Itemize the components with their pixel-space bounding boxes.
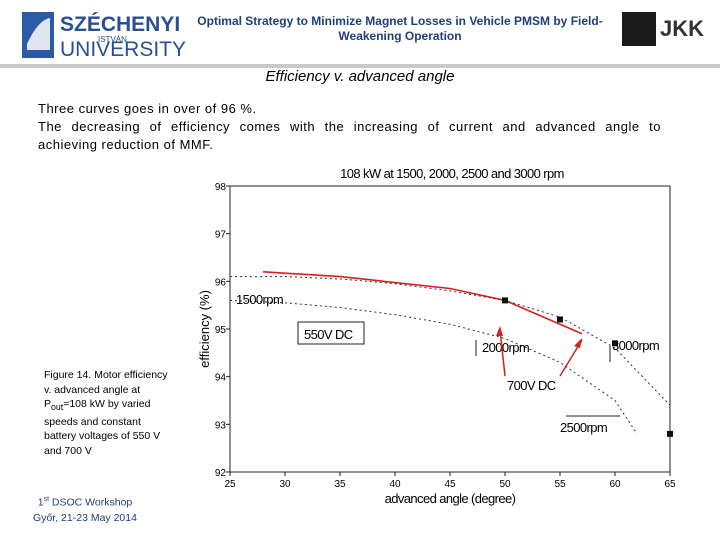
- logo-text: UNIVERSITY: [60, 38, 186, 61]
- x-tick-label: 50: [499, 479, 511, 490]
- x-tick-label: 65: [664, 479, 676, 490]
- x-tick-label: 60: [609, 479, 621, 490]
- footer-ordinal-suffix: st: [43, 496, 50, 503]
- logo-text: SZÉCHENYI: [60, 13, 180, 36]
- right-logo-box: [622, 12, 656, 46]
- body-line: Three curves goes in over of 96 %.: [38, 101, 257, 116]
- caption-text: =108 kW by varied speeds and constant ba…: [44, 398, 161, 457]
- annotation: 3000rpm: [612, 338, 659, 353]
- caption-text: Figure 14. Motor efficiency v. advanced …: [44, 369, 168, 410]
- x-tick-label: 30: [279, 479, 291, 490]
- data-point: [502, 297, 508, 304]
- x-axis-label: advanced angle (degree): [385, 491, 516, 506]
- curve: [229, 299, 638, 435]
- chart: 108 kW at 1500, 2000, 2500 and 3000 rpm a…: [197, 166, 676, 506]
- footer: 1st DSOC Workshop Győr, 21-23 May 2014: [20, 492, 150, 526]
- annotation: 700V DC: [507, 378, 556, 393]
- subtitle: Efficiency v. advanced angle: [265, 68, 455, 85]
- header-title: Optimal Strategy to Minimize Magnet Loss…: [197, 14, 603, 43]
- footer-place: Győr, 21-23 May 2014: [33, 511, 137, 524]
- body-line: achieving reduction of MMF.: [38, 137, 214, 152]
- curve: [230, 276, 671, 406]
- footer-event: DSOC Workshop: [49, 496, 133, 509]
- right-logo-text: JKK: [660, 16, 704, 41]
- figure-caption: Figure 14. Motor efficiency v. advanced …: [44, 368, 172, 458]
- x-tick-label: 55: [554, 479, 566, 490]
- data-point: [557, 316, 563, 323]
- chart-title: 108 kW at 1500, 2000, 2500 and 3000 rpm: [340, 166, 564, 181]
- leader: [475, 340, 620, 417]
- logo-text: ISTVÁN: [98, 35, 127, 44]
- body-text: Three curves goes in over of 96 %. The d…: [38, 100, 661, 154]
- data-point: [612, 340, 618, 347]
- annotation: 2000rpm: [482, 340, 529, 355]
- annotation: 2500rpm: [560, 420, 607, 435]
- y-tick-label: 96: [215, 277, 227, 288]
- data-point: [667, 430, 673, 437]
- y-tick-label: 98: [215, 182, 227, 193]
- y-tick-label: 92: [215, 468, 227, 479]
- y-axis-label: efficiency (%): [197, 290, 212, 368]
- y-tick-label: 94: [215, 373, 227, 384]
- x-tick-label: 35: [334, 479, 346, 490]
- logo-icon-shape: [27, 18, 50, 50]
- caption-subscript: out: [51, 402, 64, 413]
- x-tick-label: 45: [444, 479, 456, 490]
- body-line: The decreasing of efficiency comes with …: [38, 119, 661, 134]
- annotation: 550V DC: [304, 327, 353, 342]
- footer-ordinal: 1: [37, 496, 44, 509]
- annotation: 1500rpm: [236, 292, 283, 307]
- footer-line: 1st DSOC Workshop: [20, 492, 150, 511]
- y-tick-label: 93: [215, 420, 227, 431]
- header-rule: [0, 64, 720, 68]
- x-tick-label: 40: [389, 479, 401, 490]
- x-tick-label: 25: [224, 479, 236, 490]
- annotation-box: [297, 321, 365, 345]
- curve: [262, 271, 583, 335]
- y-tick-label: 97: [215, 230, 227, 241]
- y-tick-label: 95: [215, 325, 227, 336]
